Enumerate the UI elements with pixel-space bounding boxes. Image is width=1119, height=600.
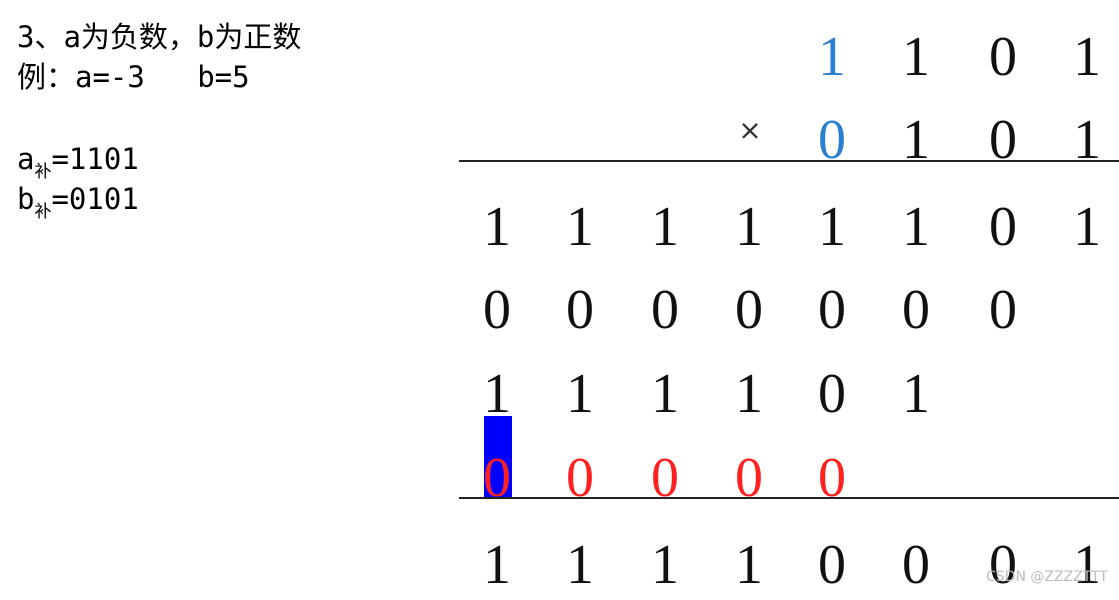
digit-r3-c4: 1 — [735, 196, 763, 258]
a-complement: a补=1101 — [17, 139, 139, 192]
digit-r2-c7: 0 — [989, 109, 1017, 171]
digit-r6-c5: 0 — [818, 447, 846, 509]
digit-r2-c6: 1 — [902, 109, 930, 171]
digit-r7-c6: 0 — [902, 534, 930, 596]
digit-r3-c5: 1 — [818, 196, 846, 258]
digit-r6-c2: 0 — [566, 447, 594, 509]
bottom-rule — [459, 497, 1119, 499]
digit-r7-c4: 1 — [735, 534, 763, 596]
digit-r4-c5: 0 — [818, 279, 846, 341]
digit-r6-c3: 0 — [651, 447, 679, 509]
digit-r3-c3: 1 — [651, 196, 679, 258]
heading-line: 3、a为负数，b为正数 — [17, 20, 302, 54]
digit-r1-c6: 1 — [902, 26, 930, 88]
digit-r5-c3: 1 — [651, 363, 679, 425]
digit-r5-c6: 1 — [902, 363, 930, 425]
digit-r7-c3: 1 — [651, 534, 679, 596]
digit-r1-c5: 1 — [818, 26, 846, 88]
digit-r6-c1: 0 — [483, 447, 511, 509]
digit-r7-c5: 0 — [818, 534, 846, 596]
digit-r5-c5: 0 — [818, 363, 846, 425]
digit-r4-c7: 0 — [989, 279, 1017, 341]
a-label: a — [17, 142, 35, 176]
a-subscript: 补 — [34, 162, 52, 182]
digit-r4-c3: 0 — [651, 279, 679, 341]
digit-r3-c1: 1 — [483, 196, 511, 258]
digit-r7-c8: 1 — [1073, 534, 1101, 596]
digit-r5-c2: 1 — [566, 363, 594, 425]
multiply-sign: × — [738, 113, 762, 147]
digit-r3-c6: 1 — [902, 196, 930, 258]
b-complement: b补=0101 — [17, 179, 139, 232]
b-value: =0101 — [51, 182, 139, 216]
digit-r7-c7: 0 — [989, 534, 1017, 596]
digit-r4-c6: 0 — [902, 279, 930, 341]
top-rule — [459, 160, 1119, 162]
watermark: CSDN @ZZZZTTT — [986, 569, 1108, 585]
digit-r4-c1: 0 — [483, 279, 511, 341]
digit-r3-c8: 1 — [1073, 196, 1101, 258]
example-line: 例：a=-3 b=5 — [17, 60, 250, 94]
digit-r7-c1: 1 — [483, 534, 511, 596]
digit-r7-c2: 1 — [566, 534, 594, 596]
digit-r3-c2: 1 — [566, 196, 594, 258]
a-value: =1101 — [51, 142, 139, 176]
digit-r5-c1: 1 — [483, 363, 511, 425]
digit-r6-c4: 0 — [735, 447, 763, 509]
highlight-block — [484, 416, 512, 498]
digit-r4-c4: 0 — [735, 279, 763, 341]
digit-r1-c8: 1 — [1073, 26, 1101, 88]
b-label: b — [17, 182, 35, 216]
digit-r2-c8: 1 — [1073, 109, 1101, 171]
digit-r4-c2: 0 — [566, 279, 594, 341]
digit-r2-c5: 0 — [818, 109, 846, 171]
digit-r3-c7: 0 — [989, 196, 1017, 258]
digit-r1-c7: 0 — [989, 26, 1017, 88]
b-subscript: 补 — [34, 202, 52, 222]
digit-r5-c4: 1 — [735, 363, 763, 425]
